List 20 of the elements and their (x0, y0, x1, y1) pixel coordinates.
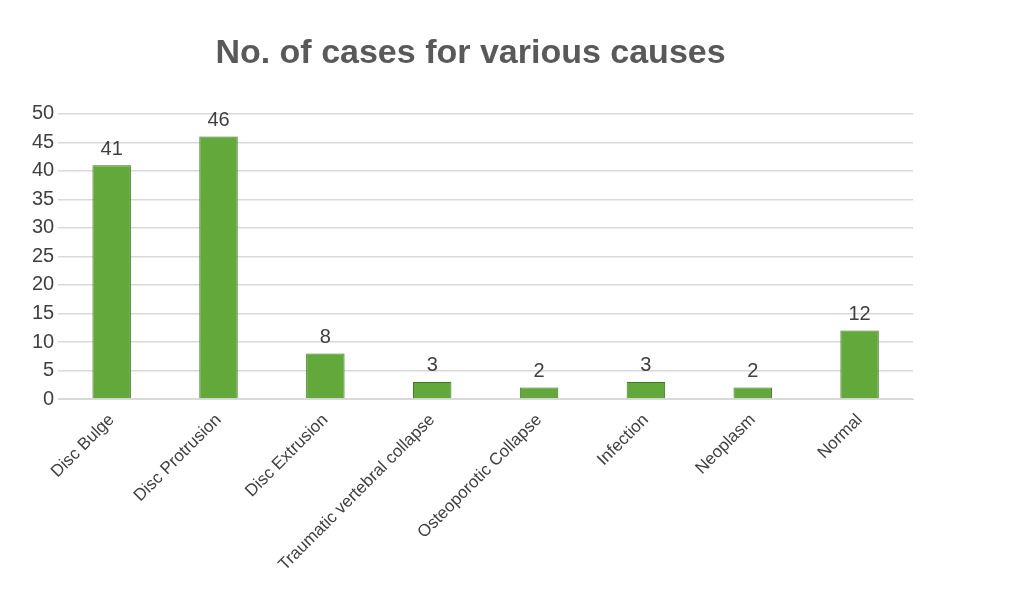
data-label: 12 (848, 302, 871, 325)
data-label: 8 (319, 324, 331, 347)
y-tick-label: 45 (32, 129, 55, 152)
chart-title: No. of cases for various causes (215, 31, 726, 70)
data-label: 41 (100, 136, 123, 159)
y-tick-label: 25 (32, 243, 55, 266)
y-tick-label: 35 (32, 186, 55, 209)
y-tick-label: 30 (32, 215, 55, 238)
data-label: 2 (747, 359, 759, 382)
data-label: 3 (640, 353, 652, 376)
data-label: 46 (207, 108, 230, 131)
data-label: 3 (426, 353, 438, 376)
y-tick-label: 10 (32, 329, 55, 352)
y-tick-label: 20 (32, 272, 55, 295)
data-label: 2 (533, 359, 545, 382)
y-tick-label: 50 (32, 101, 55, 124)
y-tick-label: 15 (32, 300, 55, 323)
y-tick-label: 5 (43, 358, 55, 381)
y-tick-label: 0 (43, 386, 55, 409)
y-tick-label: 40 (32, 158, 55, 181)
